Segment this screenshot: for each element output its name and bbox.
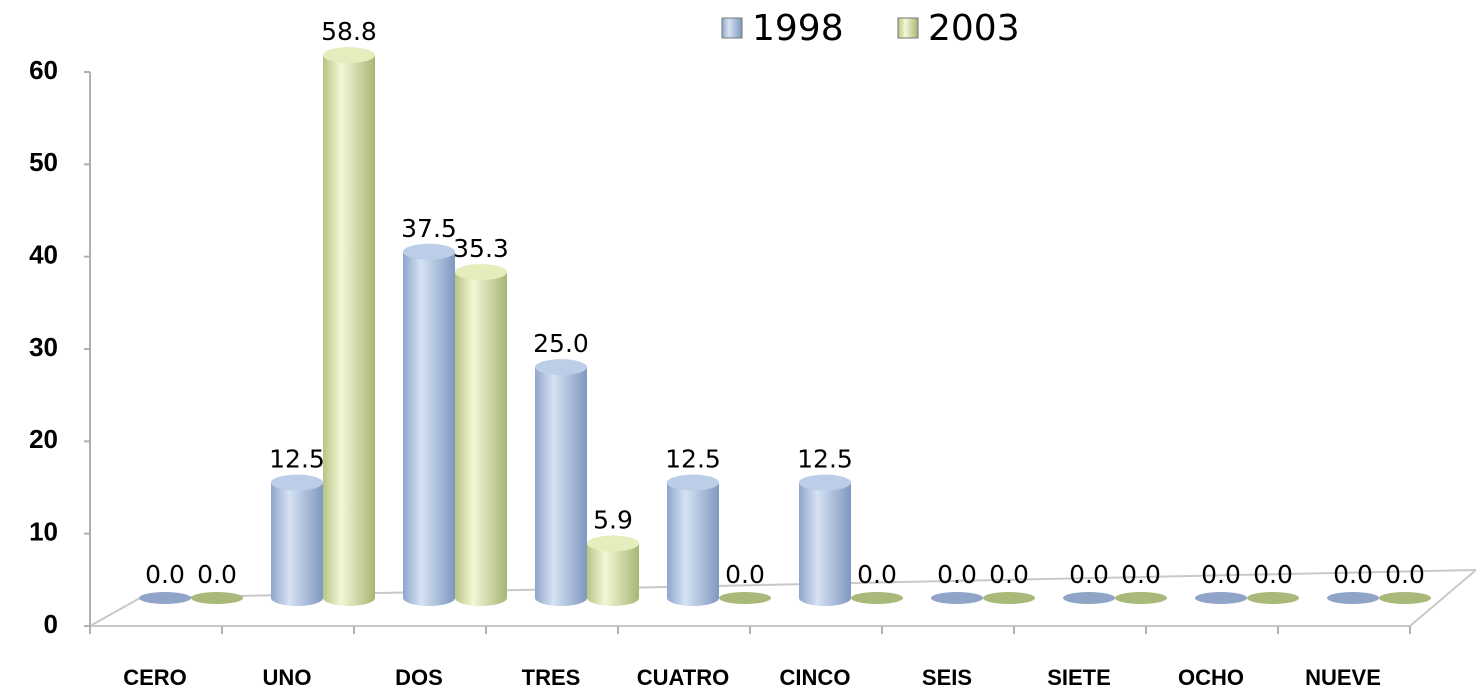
bar-top [403,243,455,260]
bar-flat [1195,592,1247,604]
x-tick-label: SEIS [922,665,972,690]
bar [455,264,507,606]
bar-body [323,55,375,598]
x-tick-label: NUEVE [1305,665,1381,690]
y-tick-label: 50 [29,147,58,177]
bar [323,47,375,606]
bar-top [535,359,587,376]
bar-bottom [403,590,455,606]
value-label: 25.0 [533,329,589,358]
bar-flat [1247,592,1299,604]
bar-bottom [323,590,375,606]
bar-top [667,474,719,491]
bar [667,474,719,606]
bar-flat [139,592,191,604]
value-label: 0.0 [1333,560,1373,589]
bar-bottom [799,590,851,606]
bar-flat [983,592,1035,604]
bar-bottom [535,590,587,606]
value-label: 58.8 [321,17,377,46]
value-label: 35.3 [453,234,509,263]
x-tick-label: CINCO [780,665,851,690]
bar-flat [191,592,243,604]
bar [1327,592,1379,604]
bar-body [799,482,851,598]
bar [403,243,455,606]
bar-body [667,482,719,598]
bar-body [535,367,587,598]
legend-label: 2003 [928,8,1020,49]
value-label: 0.0 [937,560,977,589]
bar-top [271,474,323,491]
bar-flat [1379,592,1431,604]
value-label: 0.0 [1253,560,1293,589]
bar [587,535,639,606]
bar [799,474,851,606]
bar-top [587,535,639,552]
value-label: 5.9 [593,506,633,535]
bar [191,592,243,604]
y-tick-label: 60 [29,55,58,85]
bar-top [323,47,375,64]
bar-body [587,543,639,598]
x-tick-label: CUATRO [637,665,729,690]
value-label: 12.5 [269,445,325,474]
bar-top [455,264,507,281]
x-tick-label: TRES [522,665,581,690]
bar-flat [851,592,903,604]
y-tick-label: 30 [29,332,58,362]
value-label: 0.0 [1121,560,1161,589]
value-label: 12.5 [797,445,853,474]
bar-body [271,482,323,598]
bar-flat [1327,592,1379,604]
bar [1195,592,1247,604]
legend-swatch [897,17,919,39]
bar-bottom [587,590,639,606]
x-tick-label: CERO [123,665,187,690]
value-label: 12.5 [665,445,721,474]
bar [1247,592,1299,604]
bar [139,592,191,604]
bar [1379,592,1431,604]
value-label: 0.0 [197,560,237,589]
x-tick-label: DOS [395,665,443,690]
value-label: 0.0 [1201,560,1241,589]
value-label: 37.5 [401,214,457,243]
bar [719,592,771,604]
bar-flat [931,592,983,604]
legend-swatch [721,17,743,39]
y-tick-label: 0 [44,609,58,639]
bar-body [455,272,507,598]
bar-flat [1063,592,1115,604]
y-tick-label: 10 [29,517,58,547]
value-label: 0.0 [857,560,897,589]
value-label: 0.0 [145,560,185,589]
x-tick-label: OCHO [1178,665,1244,690]
y-tick-label: 40 [29,240,58,270]
bar [1115,592,1167,604]
bar [983,592,1035,604]
legend-label: 1998 [752,8,844,49]
bar-bottom [271,590,323,606]
bar [931,592,983,604]
bar-bottom [455,590,507,606]
value-label: 0.0 [725,560,765,589]
bar [271,474,323,606]
bar [535,359,587,606]
value-label: 0.0 [1385,560,1425,589]
value-label: 0.0 [989,560,1029,589]
bar-body [403,251,455,598]
x-tick-label: UNO [263,665,312,690]
y-tick-label: 20 [29,424,58,454]
bar [851,592,903,604]
bar [1063,592,1115,604]
bar-bottom [667,590,719,606]
bar-top [799,474,851,491]
bar-flat [1115,592,1167,604]
floor [86,568,1476,627]
bar-flat [719,592,771,604]
value-label: 0.0 [1069,560,1109,589]
x-tick-label: SIETE [1047,665,1111,690]
